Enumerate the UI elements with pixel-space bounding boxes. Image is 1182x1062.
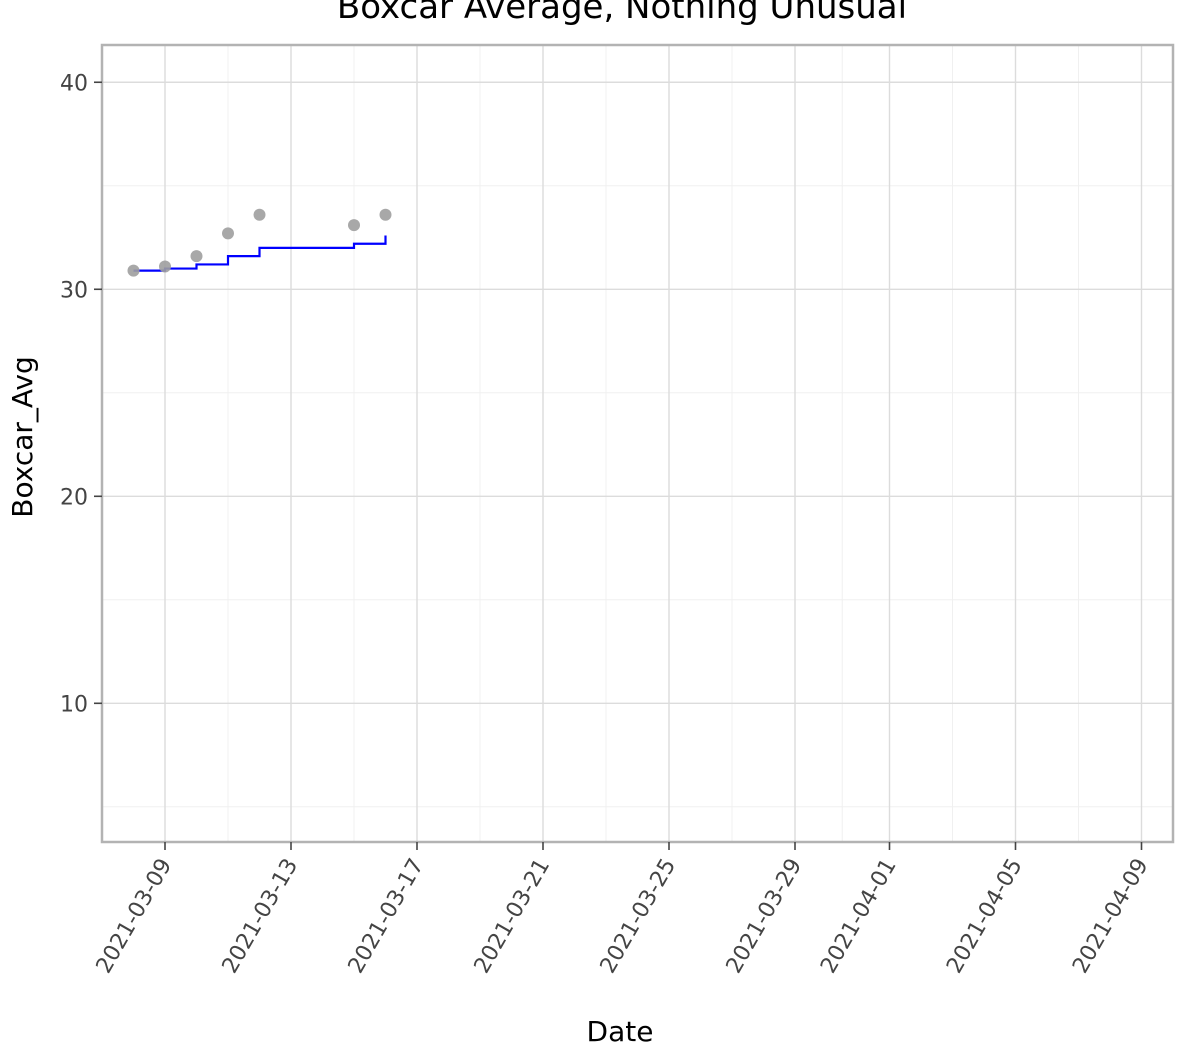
x-tick-label: 2021-03-09 [92,855,178,978]
y-tick-label: 10 [60,692,88,717]
x-axis: 2021-03-09 2021-03-13 2021-03-17 2021-03-21… [92,842,1154,978]
data-point [222,227,234,240]
x-tick-label: 2021-03-25 [596,855,682,978]
y-axis: 10 20 30 40 [60,71,102,717]
x-axis-title: Date [587,1015,654,1048]
x-tick-label: 2021-03-21 [470,855,556,978]
x-tick-label: 2021-04-05 [942,855,1028,978]
x-tick-label: 2021-04-09 [1068,855,1154,978]
x-tick-label: 2021-03-29 [722,855,808,978]
grid [102,45,1173,842]
y-axis-title: Boxcar_Avg [6,356,39,517]
data-point [348,219,360,232]
x-tick-label: 2021-03-13 [218,855,304,978]
data-point [379,208,392,221]
y-tick-label: 20 [60,485,88,510]
data-point [253,208,266,221]
plot-panel [100,43,1175,844]
x-tick-label: 2021-03-17 [344,855,430,978]
y-tick-label: 40 [60,71,88,96]
data-point [159,260,171,273]
y-tick-label: 30 [60,278,88,303]
x-tick-label: 2021-04-01 [816,855,902,978]
plot-marks [127,208,392,277]
chart-title: Boxcar Average, Nothing Unusual [337,0,907,27]
data-point [190,250,203,263]
data-point [127,264,140,277]
step-line [133,235,387,272]
